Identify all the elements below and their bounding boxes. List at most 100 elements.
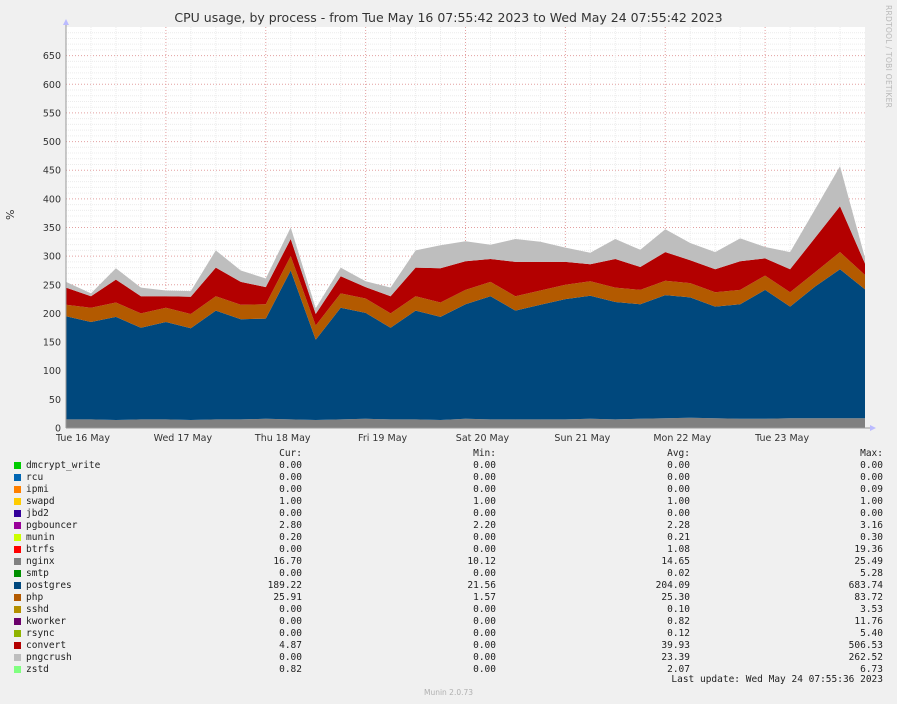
x-tick-label: Thu 18 May (254, 433, 311, 444)
legend-min: 0.00 (473, 652, 496, 663)
legend-max: 6.73 (860, 664, 883, 675)
legend-swatch (14, 654, 21, 661)
legend-name: ipmi (26, 484, 49, 495)
legend-name: convert (26, 640, 67, 651)
legend-name: munin (26, 532, 55, 543)
legend-avg: 204.09 (655, 580, 690, 591)
legend-swatch (14, 462, 21, 469)
legend-row-jbd2: jbd2 0.00 0.00 0.00 0.00 (0, 508, 897, 520)
legend-row-pngcrush: pngcrush 0.00 0.00 23.39 262.52 (0, 652, 897, 664)
legend-name: rcu (26, 472, 44, 483)
legend-swatch (14, 570, 21, 577)
legend-cur: 0.00 (279, 544, 302, 555)
y-tick-label: 600 (43, 80, 61, 91)
legend-swatch (14, 666, 21, 673)
legend-min: 10.12 (467, 556, 496, 567)
legend-min: 0.00 (473, 640, 496, 651)
header-max: Max: (860, 448, 883, 459)
legend-cur: 0.20 (279, 532, 302, 543)
legend-avg: 2.28 (667, 520, 690, 531)
header-cur: Cur: (279, 448, 302, 459)
legend-header: Cur: Min: Avg: Max: (0, 448, 897, 460)
legend-max: 506.53 (848, 640, 883, 651)
legend-name: jbd2 (26, 508, 49, 519)
header-min: Min: (473, 448, 496, 459)
legend-name: kworker (26, 616, 67, 627)
legend-avg: 2.07 (667, 664, 690, 675)
legend-swatch (14, 606, 21, 613)
legend-avg: 0.10 (667, 604, 690, 615)
legend-row-postgres: postgres 189.22 21.56 204.09 683.74 (0, 580, 897, 592)
area-php (66, 252, 865, 340)
legend-swatch (14, 522, 21, 529)
x-ticks: Tue 16 May Wed 17 May Thu 18 May Fri 19 May… (55, 433, 809, 444)
legend-swatch (14, 582, 21, 589)
legend-min: 0.00 (473, 628, 496, 639)
legend-cur: 2.80 (279, 520, 302, 531)
legend-row-rsync: rsync 0.00 0.00 0.12 5.40 (0, 628, 897, 640)
legend-swatch (14, 630, 21, 637)
legend-name: swapd (26, 496, 55, 507)
legend-swatch (14, 486, 21, 493)
legend-avg: 23.39 (661, 652, 690, 663)
y-tick-label: 300 (43, 252, 61, 263)
legend-cur: 0.00 (279, 652, 302, 663)
legend-min: 0.00 (473, 532, 496, 543)
legend-cur: 0.00 (279, 484, 302, 495)
x-axis-arrow (870, 425, 876, 431)
legend-cur: 0.00 (279, 472, 302, 483)
footer-version: Munin 2.0.73 (423, 688, 474, 697)
legend-cur: 0.00 (279, 568, 302, 579)
legend-name: smtp (26, 568, 49, 579)
y-tick-label: 150 (43, 338, 61, 349)
legend-max: 83.72 (854, 592, 883, 603)
legend-name: btrfs (26, 544, 55, 555)
legend-min: 0.00 (473, 568, 496, 579)
legend-max: 0.09 (860, 484, 883, 495)
legend-cur: 0.00 (279, 628, 302, 639)
stacked-areas (66, 166, 865, 428)
legend-row-dmcrypt_write: dmcrypt_write 0.00 0.00 0.00 0.00 (0, 460, 897, 472)
y-tick-label: 250 (43, 280, 61, 291)
legend-row-kworker: kworker 0.00 0.00 0.82 11.76 (0, 616, 897, 628)
legend-cur: 16.70 (273, 556, 302, 567)
legend-name: nginx (26, 556, 55, 567)
legend-name: postgres (26, 580, 72, 591)
legend-min: 1.57 (473, 592, 496, 603)
y-tick-label: 100 (43, 366, 61, 377)
legend-swatch (14, 474, 21, 481)
y-tick-label: 450 (43, 166, 61, 177)
y-tick-label: 400 (43, 194, 61, 205)
legend-avg: 0.12 (667, 628, 690, 639)
legend-min: 0.00 (473, 664, 496, 675)
legend-name: rsync (26, 628, 55, 639)
y-ticks: 0 50 100 150 200 250 300 350 400 450 500 550 600 650 (43, 51, 61, 434)
legend-row-ipmi: ipmi 0.00 0.00 0.00 0.09 (0, 484, 897, 496)
legend-max: 3.16 (860, 520, 883, 531)
y-axis-arrow (63, 19, 69, 25)
legend-cur: 4.87 (279, 640, 302, 651)
legend-name: zstd (26, 664, 49, 675)
x-tick-label: Tue 16 May (55, 433, 110, 444)
legend-row-sshd: sshd 0.00 0.00 0.10 3.53 (0, 604, 897, 616)
y-tick-label: 500 (43, 137, 61, 148)
area-convert (66, 206, 865, 326)
legend-swatch (14, 558, 21, 565)
legend-cur: 0.82 (279, 664, 302, 675)
legend-avg: 25.30 (661, 592, 690, 603)
legend-row-btrfs: btrfs 0.00 0.00 1.08 19.36 (0, 544, 897, 556)
legend-avg: 39.93 (661, 640, 690, 651)
y-tick-label: 550 (43, 108, 61, 119)
x-tick-label: Wed 17 May (154, 433, 213, 444)
legend-max: 19.36 (854, 544, 883, 555)
legend-avg: 0.21 (667, 532, 690, 543)
legend-max: 25.49 (854, 556, 883, 567)
legend-avg: 0.00 (667, 460, 690, 471)
legend-row-munin: munin 0.20 0.00 0.21 0.30 (0, 532, 897, 544)
legend-avg: 0.00 (667, 484, 690, 495)
chart-title: CPU usage, by process - from Tue May 16 … (174, 10, 723, 25)
y-tick-label: 650 (43, 51, 61, 62)
legend-avg: 14.65 (661, 556, 690, 567)
legend-max: 0.00 (860, 472, 883, 483)
legend-max: 0.00 (860, 460, 883, 471)
